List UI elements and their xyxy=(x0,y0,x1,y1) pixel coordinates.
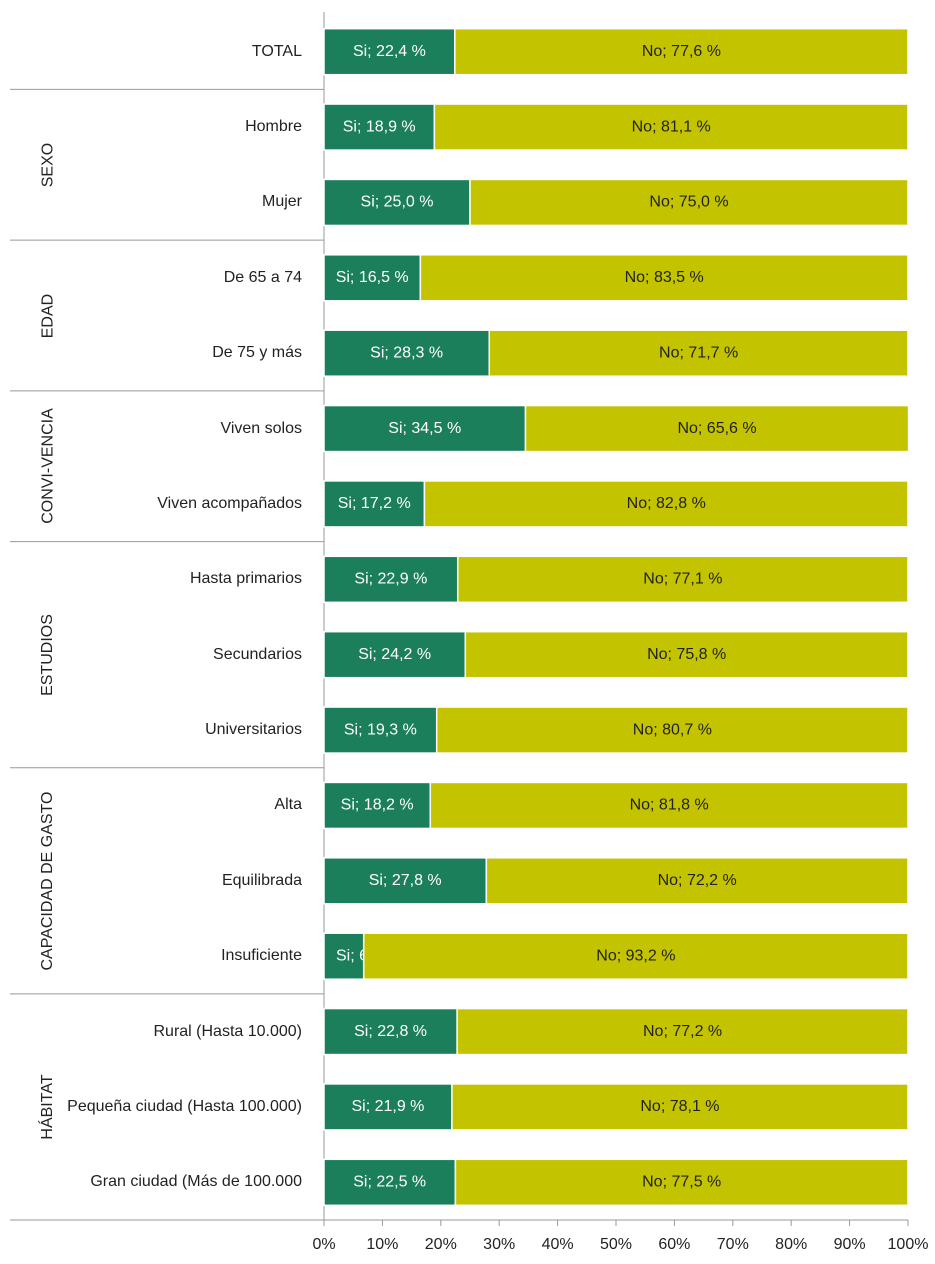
category-label: Gran ciudad (Más de 100.000 xyxy=(90,1173,302,1191)
bar-segment xyxy=(323,254,422,302)
bar-segment xyxy=(323,404,527,453)
data-label: No; 77,6 % xyxy=(642,43,721,60)
bar-segment xyxy=(323,27,456,76)
category-label: Pequeña ciudad (Hasta 100.000) xyxy=(67,1097,302,1115)
data-label: No; 82,8 % xyxy=(627,495,706,512)
x-tick-label: 90% xyxy=(834,1236,866,1253)
category-label: De 65 a 74 xyxy=(223,268,302,286)
data-label: No; 72,2 % xyxy=(658,872,737,889)
x-tick-label: 10% xyxy=(366,1236,398,1253)
bar-segment xyxy=(323,103,436,151)
bar-segment xyxy=(323,1158,457,1207)
x-tick-label: 20% xyxy=(425,1236,457,1253)
bar-segment xyxy=(435,706,909,754)
bar-segment xyxy=(456,555,909,604)
data-label: Si; 34,5 % xyxy=(388,420,461,437)
data-label: Si; 18,2 % xyxy=(341,797,414,814)
bar-segment xyxy=(451,1083,909,1131)
x-tick-label: 40% xyxy=(542,1236,574,1253)
data-label: No; 77,1 % xyxy=(643,571,722,588)
category-label: Insuficiente xyxy=(221,947,302,965)
bar-segment xyxy=(524,404,910,453)
data-label: Si; 22,5 % xyxy=(353,1174,426,1191)
data-label: No; 81,8 % xyxy=(630,797,709,814)
category-label: Rural (Hasta 10.000) xyxy=(153,1022,302,1040)
x-tick-label: 60% xyxy=(658,1236,690,1253)
category-label: Alta xyxy=(274,796,302,814)
bar-segment xyxy=(323,1007,458,1056)
bar-segment xyxy=(469,178,909,227)
data-label: No; 77,2 % xyxy=(643,1023,722,1040)
data-label: No; 80,7 % xyxy=(633,721,712,738)
data-label: Si; 28,3 % xyxy=(370,344,443,361)
category-label: De 75 y más xyxy=(212,344,302,362)
data-label: No; 83,5 % xyxy=(625,269,704,286)
data-label: No; 71,7 % xyxy=(659,344,738,361)
bar-segment xyxy=(323,1083,453,1131)
bar-segment xyxy=(419,254,909,302)
x-tick-label: 0% xyxy=(312,1236,335,1253)
data-label: Si; 22,4 % xyxy=(353,43,426,60)
x-tick-label: 80% xyxy=(775,1236,807,1253)
bar-segment xyxy=(323,555,459,604)
bar-segment xyxy=(362,932,909,980)
data-label: Si; 21,9 % xyxy=(351,1098,424,1115)
x-tick-label: 50% xyxy=(600,1236,632,1253)
category-label: Mujer xyxy=(261,193,302,211)
bar-segment xyxy=(433,103,909,151)
bar-segment xyxy=(323,178,471,227)
bar-segment xyxy=(488,329,909,377)
x-tick-label: 100% xyxy=(888,1236,929,1253)
data-label: No; 75,0 % xyxy=(649,194,728,211)
data-label: No; 77,5 % xyxy=(642,1174,721,1191)
category-label: Equilibrada xyxy=(221,871,302,889)
bar-segment xyxy=(454,27,909,76)
bar-segment xyxy=(456,1007,909,1056)
bar-segment xyxy=(323,480,426,528)
bar-segment xyxy=(323,706,438,754)
bar-segment xyxy=(429,781,909,830)
data-label: No; 81,1 % xyxy=(632,118,711,135)
data-label: Si; 25,0 % xyxy=(361,194,434,211)
data-label: Si; 27,8 % xyxy=(369,872,442,889)
bar-segment xyxy=(323,781,432,830)
data-label: No; 65,6 % xyxy=(677,420,756,437)
data-label: Si; 22,9 % xyxy=(354,571,427,588)
data-label: No; 78,1 % xyxy=(640,1098,719,1115)
category-label: Viven acompañados xyxy=(157,494,302,512)
data-label: Si; 17,2 % xyxy=(338,495,411,512)
category-label: TOTAL xyxy=(251,42,302,60)
category-label: Hombre xyxy=(245,118,302,136)
data-label: Si; 19,3 % xyxy=(344,721,417,738)
bar-segment xyxy=(323,857,488,905)
bar-segment xyxy=(454,1158,909,1207)
category-label: Secundarios xyxy=(213,645,302,663)
data-label: Si; 24,2 % xyxy=(358,646,431,663)
bar-segment xyxy=(485,857,909,905)
data-label: No; 93,2 % xyxy=(596,947,675,964)
data-label: No; 75,8 % xyxy=(647,646,726,663)
bar-segment xyxy=(323,329,491,377)
category-label: Universitarios xyxy=(205,721,302,739)
category-label: Viven solos xyxy=(220,419,302,437)
data-label: Si; 22,8 % xyxy=(354,1023,427,1040)
category-label: Hasta primarios xyxy=(189,570,302,588)
data-label: Si; 18,9 % xyxy=(343,118,416,135)
x-tick-label: 70% xyxy=(717,1236,749,1253)
bar-segment xyxy=(464,630,909,679)
bar-segment xyxy=(423,480,909,528)
data-label: Si; 16,5 % xyxy=(336,269,409,286)
x-tick-label: 30% xyxy=(483,1236,515,1253)
